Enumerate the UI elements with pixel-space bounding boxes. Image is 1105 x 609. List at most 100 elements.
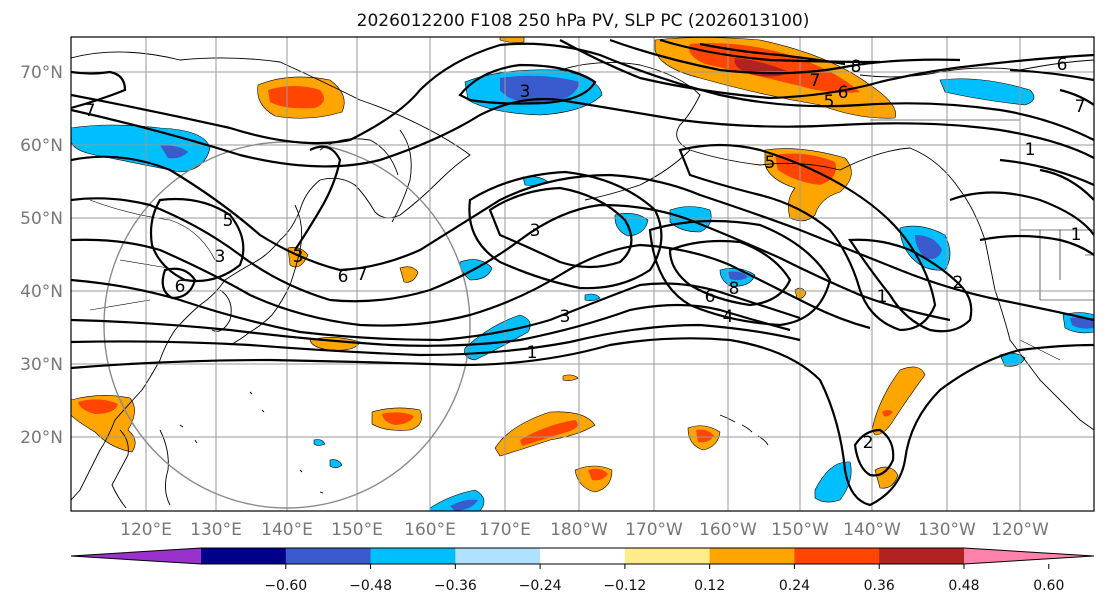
contour-line [468,170,663,290]
contour-line [853,428,895,477]
contour-line [848,238,973,333]
contour-line [161,267,197,300]
pv-positive-region [382,412,414,425]
contour-label: 3 [215,247,226,267]
pv-positive-region [78,399,118,414]
colorbar-tick-label: −0.36 [434,578,477,594]
alaska-coastline [559,61,1094,431]
colorbar-extend-min [71,548,201,564]
colorbar-segment [455,548,541,564]
lat-label: 30°N [20,355,63,375]
colorbar-tick-label: −0.24 [519,578,562,594]
lat-label: 20°N [20,428,63,448]
contour-line [71,323,801,357]
pv-negative-region [160,145,188,159]
colorbar-segment [879,548,965,564]
contour-line [71,278,801,342]
islands-coastline [159,429,171,506]
colorbar-tick-label: −0.48 [349,578,392,594]
map-panel: 7 3 8 7 6 5 6 7 5 3 6 3 1 7 6 8 4 1 2 1 [70,36,1095,512]
contour-label: 7 [1075,97,1086,117]
pv-positive-region [871,366,926,436]
pv-positive-region [520,420,578,446]
lon-label: 150°W [771,520,829,540]
contour-line [71,97,1094,168]
colorbar-outline [70,547,1095,565]
pv-positive-region [696,429,714,443]
contour-label: 7 [85,101,96,121]
lon-label: 120°E [120,520,172,540]
pv-negative-region [450,499,478,511]
lon-label: 150°E [331,520,383,540]
contour-label: 2 [863,433,874,453]
map-background [71,37,1094,511]
contour-label: 6 [338,267,349,287]
pv-positive-region [874,466,899,489]
contour-label: 1 [527,343,538,363]
contour-labels: 7 3 8 7 6 5 6 7 5 3 6 3 1 7 6 8 4 1 2 1 [85,55,1086,453]
contour-line [71,155,1094,322]
colorbar-segment [201,548,287,564]
colorbar-segment [540,548,626,564]
contour-line [609,38,961,75]
pv-negative-region [915,235,942,259]
contour-line [678,143,937,332]
pv-negative-region [329,459,343,469]
contour-line [648,219,832,327]
lon-label: 170°E [479,520,531,540]
colorbar-segment [794,548,880,564]
contour-label: 6 [1057,55,1068,75]
colorbar-tick-label: −0.12 [603,578,646,594]
longitude-labels: 120°E 130°E 140°E 150°E 160°E 170°E 180°… [120,520,1049,540]
contour-label: 1 [1025,140,1036,160]
contour-label: 3 [293,247,304,267]
contour-label: 1 [877,287,888,307]
contour-label: 5 [824,92,835,112]
lon-label: 130°W [918,520,976,540]
pv-positive-region [882,410,893,417]
contour-label: 6 [838,83,849,103]
colorbar: −0.60 −0.48 −0.36 −0.24 −0.12 0.12 0.24 0.36 0.4… [70,547,1095,594]
philippines-coastline [111,429,129,509]
contour-line [149,197,245,283]
contour-line [71,238,871,330]
lon-label: 130°E [190,520,242,540]
contour-label: 3 [530,221,541,241]
lon-label: 140°W [843,520,901,540]
colorbar-tick-label: 0.12 [694,578,725,594]
contour-label: 5 [765,153,776,173]
colorbar-extend-max [964,548,1094,564]
lat-label: 50°N [20,209,63,229]
pv-positive-region [399,266,419,283]
contour-label: 3 [520,82,531,102]
border-line [1059,230,1094,285]
contour-line [559,39,1094,100]
contour-label: 6 [175,277,186,297]
contour-line [949,191,1094,236]
lon-label: 140°E [261,520,313,540]
korea-coastline [211,289,232,332]
colorbar-tick-label: 0.24 [779,578,810,594]
contour-label: 2 [953,273,964,293]
pv-negative-region [500,75,580,104]
border-line [1039,230,1094,301]
lon-label: 170°W [625,520,683,540]
pv-positive-region [588,468,608,481]
colorbar-segment [624,548,711,564]
lon-label: 120°W [991,520,1049,540]
colorbar-segment [709,548,795,564]
pv-negative-region [728,271,748,281]
contour-line [488,186,633,269]
contour-label: 5 [223,211,234,231]
slp-contours [71,38,1094,507]
colorbar-tick-label: −0.60 [264,578,307,594]
pv-negative-region [464,314,531,361]
lat-label: 40°N [20,282,63,302]
pv-negative-region [313,439,326,446]
contour-line [71,303,791,347]
contour-label: 8 [851,57,862,77]
pv-negative-region [939,78,1035,106]
contour-label: 6 [705,287,716,307]
contour-label: 4 [723,307,734,327]
